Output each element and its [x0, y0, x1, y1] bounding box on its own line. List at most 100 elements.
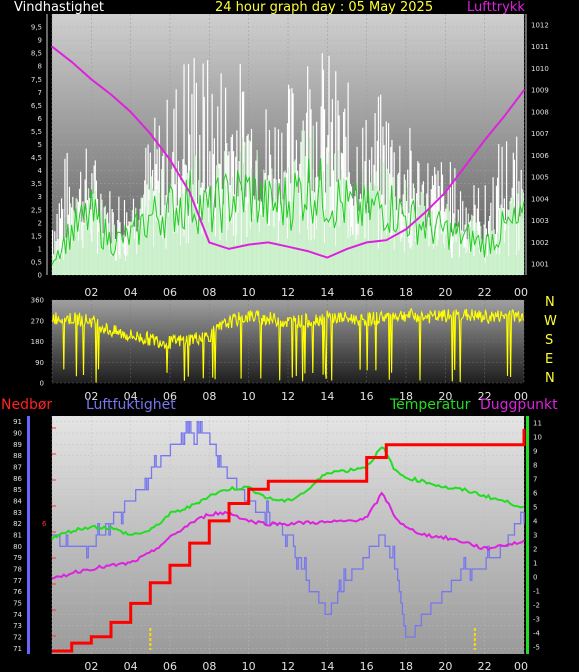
temperature-tick-label: 5 — [533, 504, 537, 512]
pressure-point — [51, 45, 53, 48]
temperature-tick-label: 4 — [533, 518, 538, 526]
humidity-tick-label: 88 — [13, 452, 22, 460]
compass-label-s: S — [545, 333, 553, 348]
x-tick-label: 12 — [281, 286, 295, 299]
x-tick-label: 04 — [124, 390, 138, 403]
wind-tick-label: 4 — [38, 167, 43, 175]
pressure-tick-label: 1010 — [531, 65, 549, 73]
wind-tick-label: 8 — [38, 63, 42, 71]
compass-label-e: E — [545, 352, 553, 367]
x-tick-label: 22 — [478, 660, 492, 672]
humidity-tick-label: 72 — [13, 634, 22, 642]
temperature-tick-label: 10 — [533, 434, 542, 442]
x-tick-label: 04 — [124, 286, 138, 299]
temperature-tick-label: -4 — [533, 630, 541, 638]
x-tick-label: 06 — [163, 660, 177, 672]
pressure-tick-label: 1008 — [531, 108, 549, 116]
x-tick-label: 00 — [514, 660, 528, 672]
x-tick-label: 02 — [84, 390, 98, 403]
pressure-tick-label: 1012 — [531, 21, 549, 29]
humidity-tick-label: 81 — [13, 532, 22, 540]
pressure-point — [444, 191, 447, 194]
x-tick-label: 10 — [242, 286, 256, 299]
x-tick-label: 08 — [202, 286, 216, 299]
wind-tick-label: 0,5 — [31, 258, 42, 266]
pressure-tick-label: 1011 — [531, 43, 549, 51]
wind-direction-line — [51, 307, 525, 383]
pressure-point — [365, 241, 368, 244]
pressure-point — [523, 89, 525, 91]
x-tick-label: 18 — [399, 286, 413, 299]
x-tick-label: 06 — [163, 390, 177, 403]
temperature-line — [51, 446, 525, 540]
x-tick-label: 10 — [242, 390, 256, 403]
temperature-label: Temperatur — [389, 397, 471, 413]
pressure-tick-label: 1009 — [531, 87, 549, 95]
wind-tick-label: 1,5 — [31, 232, 42, 240]
wind-tick-label: 6 — [38, 115, 43, 123]
x-tick-label: 16 — [360, 390, 374, 403]
pressure-point — [385, 239, 388, 241]
humidity-tick-label: 77 — [13, 577, 22, 585]
pressure-point — [267, 241, 270, 244]
pressure-point — [188, 191, 191, 194]
wind-tick-label: 0 — [38, 272, 42, 280]
temperature-tick-label: 8 — [533, 462, 537, 470]
pressure-tick-label: 1006 — [531, 152, 549, 160]
temperature-tick-label: 3 — [533, 532, 537, 540]
humidity-tick-label: 75 — [13, 600, 22, 608]
x-tick-label: 02 — [84, 286, 98, 299]
wind-tick-label: 7 — [38, 89, 42, 97]
x-tick-label: 02 — [84, 660, 98, 672]
humidity-tick-label: 86 — [13, 475, 22, 483]
lower-series-layer — [51, 421, 526, 653]
dewpoint-line — [51, 491, 525, 580]
humidity-tick-label: 84 — [13, 498, 22, 506]
humidity-tick-label: 90 — [13, 430, 22, 438]
graph-title: 24 hour graph day : 05 May 2025 — [215, 0, 433, 15]
x-tick-label: 00 — [514, 286, 528, 299]
compass-label-w: W — [544, 314, 557, 329]
pressure-point — [169, 158, 171, 161]
pressure-point — [326, 256, 329, 259]
x-tick-label: 16 — [360, 660, 374, 672]
direction-tick-label: 360 — [31, 297, 44, 305]
humidity-tick-label: 91 — [13, 418, 22, 426]
pressure-tick-label: 1007 — [531, 130, 549, 138]
humidity-tick-label: 78 — [13, 566, 22, 574]
x-tick-label: 00 — [514, 390, 528, 403]
pressure-point — [228, 248, 230, 250]
wind-tick-label: 9,5 — [31, 24, 42, 32]
temperature-tick-label: -1 — [533, 588, 540, 596]
x-tick-label: 16 — [360, 286, 374, 299]
x-tick-label: 20 — [438, 660, 452, 672]
x-tick-label: 14 — [320, 286, 334, 299]
wind-average-line — [51, 158, 525, 265]
compass-label-n-top: N — [545, 295, 555, 310]
x-tick-label: 20 — [438, 390, 452, 403]
wind-tick-label: 5,5 — [31, 128, 42, 136]
temperature-tick-label: 6 — [533, 490, 538, 498]
temperature-tick-label: -2 — [533, 602, 540, 610]
temperature-tick-label: 2 — [533, 546, 537, 554]
wind-tick-label: 3,5 — [31, 180, 42, 188]
humidity-line — [52, 421, 525, 638]
humidity-tick-label: 87 — [13, 464, 22, 472]
direction-tick-label: 90 — [35, 359, 44, 367]
direction-series-layer — [51, 307, 525, 383]
wind-tick-label: 5 — [38, 141, 42, 149]
pressure-point — [129, 111, 132, 113]
pressure-point — [70, 61, 73, 63]
x-tick-label: 12 — [281, 660, 295, 672]
humidity-tick-label: 76 — [13, 588, 22, 596]
pressure-point — [346, 248, 348, 250]
pressure-tick-label: 1002 — [531, 239, 549, 247]
direction-tick-label: 270 — [31, 317, 44, 325]
pressure-tick-label: 1001 — [531, 261, 549, 269]
rain-axis-bar — [27, 416, 30, 654]
pressure-point — [287, 245, 289, 248]
wind-tick-label: 4,5 — [31, 154, 42, 162]
x-tick-label: 04 — [124, 660, 138, 672]
rain-label: Nedbør — [1, 397, 52, 413]
